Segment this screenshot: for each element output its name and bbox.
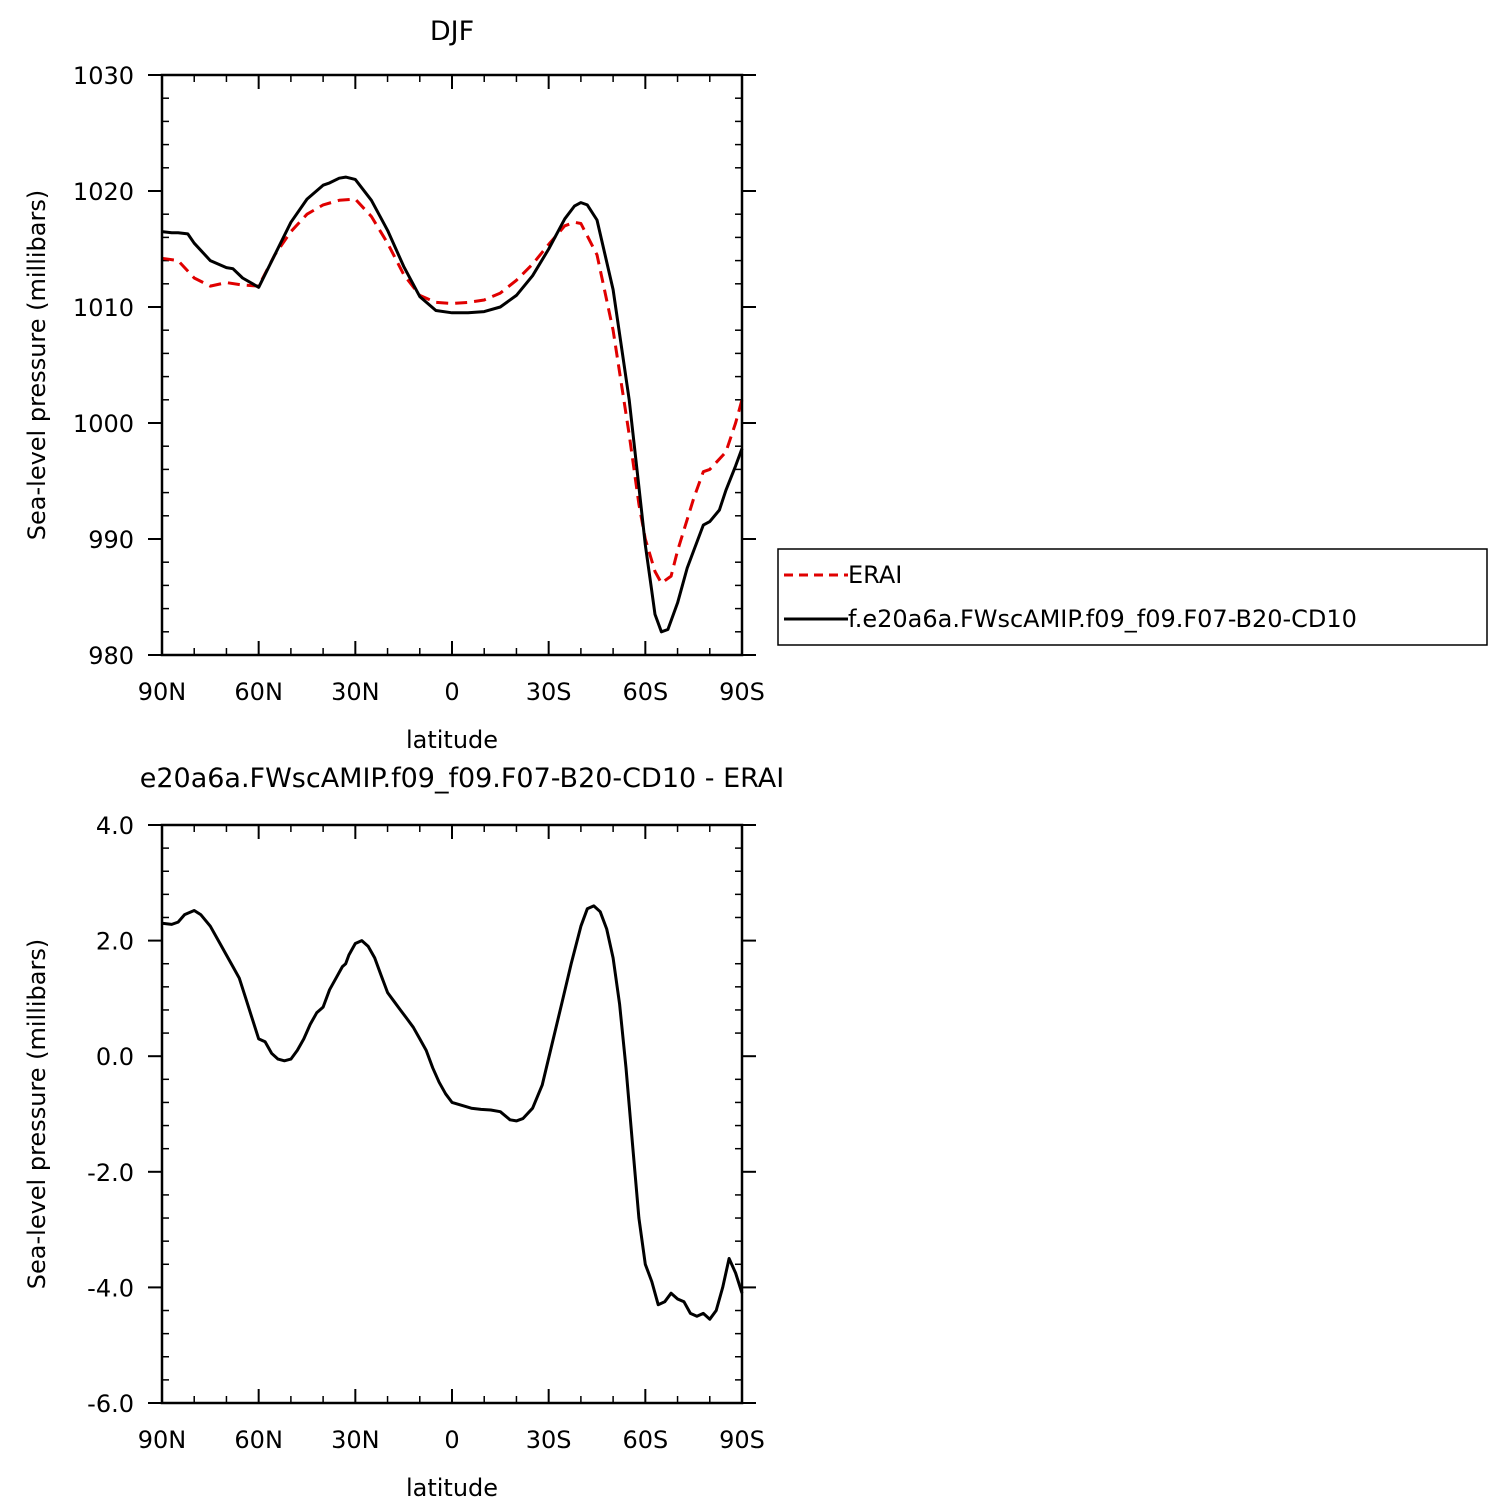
bottom-chart-xtick-label: 90S [719,1426,765,1454]
top-chart-title: DJF [430,16,474,47]
bottom-chart-xlabel: latitude [406,1474,498,1502]
top-chart-xtick-label: 30S [526,678,572,706]
bottom-chart-ticks: 90N 60N 30N 0 30S 60S 90S -6.0 -4.0 -2.0 0.0 2.0 4.0 [87,812,765,1454]
top-chart-legend: ERAI f.e20a6a.FWscAMIP.f09_f09.F07-B20-C… [777,548,1488,646]
top-chart-series-group [161,175,744,634]
top-chart-ylabel: Sea-level pressure (millibars) [23,190,51,540]
top-chart-xtick-label: 30N [331,678,380,706]
bottom-chart-xtick-label: 0 [444,1426,459,1454]
top-chart-xlabel: latitude [406,726,498,754]
top-chart-xtick-label: 90S [719,678,765,706]
bottom-chart-ytick-label: 4.0 [96,812,134,840]
top-chart-panel: DJF Sea-level pressure (millibars) latit… [23,16,765,754]
legend-box [777,548,1488,646]
legend-label-model: f.e20a6a.FWscAMIP.f09_f09.F07-B20-CD10 [848,605,1357,633]
top-chart-ytick-label: 1000 [73,410,134,438]
top-chart-ytick-label: 1020 [73,178,134,206]
top-chart-xtick-label: 60S [622,678,668,706]
bottom-chart-series-line-0 [161,904,744,1321]
bottom-chart-xtick-label: 30S [526,1426,572,1454]
bottom-chart-xtick-label: 90N [138,1426,187,1454]
bottom-chart-xtick-label: 60S [622,1426,668,1454]
bottom-chart-xtick-label: 30N [331,1426,380,1454]
bottom-chart-xtick-label: 60N [234,1426,283,1454]
top-chart-ytick-label: 980 [88,642,134,670]
bottom-chart-ytick-label: -6.0 [87,1390,134,1418]
bottom-chart-ytick-label: 0.0 [96,1043,134,1071]
bottom-chart-ytick-label: -4.0 [87,1274,134,1302]
top-chart-xtick-label: 0 [444,678,459,706]
top-chart-series-line-1 [161,175,744,634]
top-chart-xtick-label: 60N [234,678,283,706]
bottom-chart-ytick-label: 2.0 [96,928,134,956]
bottom-chart-series-group [161,904,744,1321]
bottom-chart-title: e20a6a.FWscAMIP.f09_f09.F07-B20-CD10 - E… [140,763,785,794]
legend-label-erai: ERAI [848,561,902,589]
top-chart-series-line-0 [161,197,744,585]
top-chart-ytick-label: 990 [88,526,134,554]
top-chart-ytick-label: 1030 [73,62,134,90]
top-chart-plot-frame [160,73,744,657]
bottom-chart-panel: e20a6a.FWscAMIP.f09_f09.F07-B20-CD10 - E… [23,763,784,1502]
bottom-chart-ylabel: Sea-level pressure (millibars) [23,939,51,1289]
top-chart-ytick-label: 1010 [73,294,134,322]
bottom-chart-plot-frame [160,823,744,1405]
top-chart-xtick-label: 90N [138,678,187,706]
bottom-chart-ytick-label: -2.0 [87,1159,134,1187]
top-chart-ticks: 90N 60N 30N 0 30S 60S 90S 980 990 1000 1010 1020 103… [73,62,765,706]
